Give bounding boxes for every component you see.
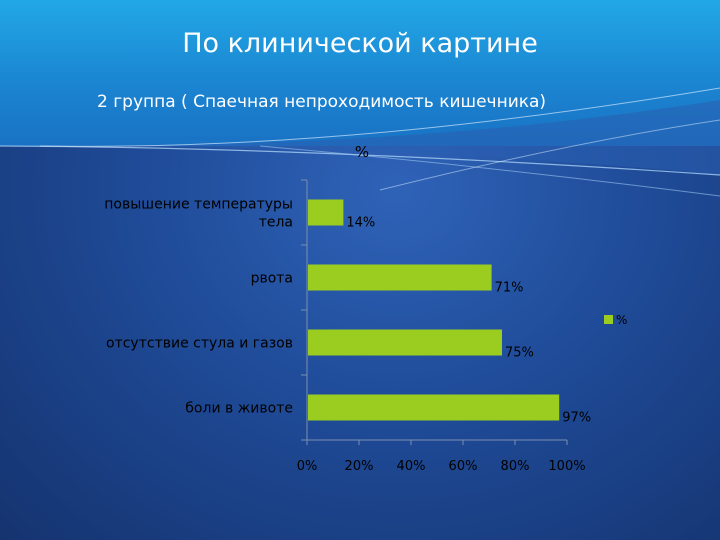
x-tick-label: 0% bbox=[297, 459, 318, 474]
category-label: отсутствие стула и газов bbox=[106, 336, 293, 352]
data-label: 75% bbox=[505, 346, 534, 361]
data-label: 14% bbox=[346, 216, 375, 231]
x-tick-label: 100% bbox=[548, 459, 585, 474]
x-tick-label: 40% bbox=[397, 459, 426, 474]
slide-title: По клинической картине bbox=[182, 28, 538, 59]
category-label: рвота bbox=[251, 271, 293, 287]
x-tick-label: 20% bbox=[345, 459, 374, 474]
category-label: повышение температуры bbox=[104, 197, 293, 213]
x-tick-label: 60% bbox=[449, 459, 478, 474]
chart-title: % bbox=[355, 143, 369, 161]
x-tick-label: 80% bbox=[501, 459, 530, 474]
category-label: боли в животе bbox=[185, 401, 293, 417]
legend-swatch bbox=[604, 315, 613, 324]
slide-subtitle: 2 группа ( Спаечная непроходимость кишеч… bbox=[97, 92, 547, 112]
bar bbox=[308, 394, 560, 421]
data-label: 71% bbox=[495, 281, 524, 296]
data-label: 97% bbox=[562, 411, 591, 426]
bar bbox=[308, 264, 492, 291]
category-label: тела bbox=[259, 215, 293, 231]
bar bbox=[308, 199, 344, 226]
legend-label: % bbox=[616, 313, 627, 327]
bar bbox=[308, 329, 502, 356]
